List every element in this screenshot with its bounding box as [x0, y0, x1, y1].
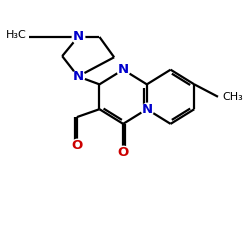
- Text: O: O: [71, 139, 83, 152]
- Text: N: N: [141, 103, 152, 116]
- Text: N: N: [72, 30, 84, 44]
- Text: H₃C: H₃C: [6, 30, 27, 40]
- Text: N: N: [72, 70, 84, 83]
- Text: O: O: [118, 146, 129, 158]
- Text: CH₃: CH₃: [222, 92, 243, 102]
- Text: N: N: [118, 63, 129, 76]
